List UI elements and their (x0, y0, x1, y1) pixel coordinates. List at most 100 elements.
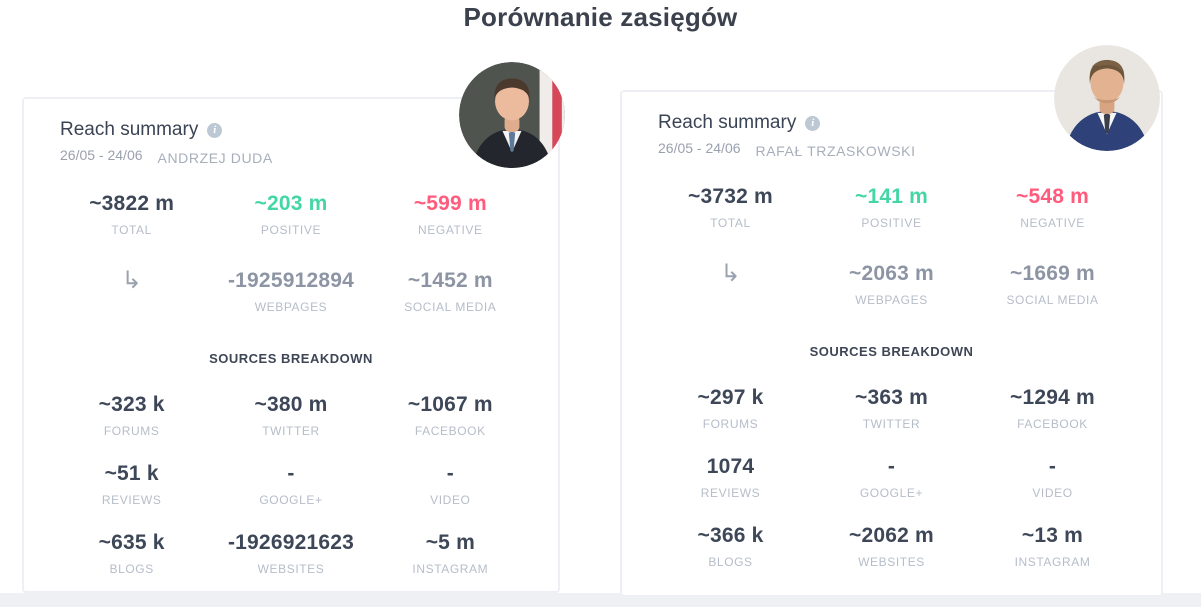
stat-value: ~297 k (697, 386, 764, 409)
stat-value: ~1452 m (407, 269, 493, 292)
reach-summary-card-trzaskowski: Reach summary i 26/05 - 24/06 RAFAŁ TRZA… (620, 90, 1163, 597)
stat-label: NEGATIVE (1020, 216, 1085, 230)
stat-label: WEBSITES (257, 562, 325, 576)
stat-video: - VIDEO (371, 461, 530, 508)
portrait-trzaskowski-illustration (1054, 45, 1160, 151)
stat-social-media: ~1452 m SOCIAL MEDIA (371, 268, 530, 315)
stat-instagram: ~5 m INSTAGRAM (371, 530, 530, 577)
stat-value: ~203 m (254, 192, 328, 215)
stat-value: ~51 k (104, 462, 159, 485)
stat-reviews: ~51 k REVIEWS (52, 461, 211, 508)
stat-webpages: -1925912894 WEBPAGES (211, 268, 370, 315)
stat-value: - (1048, 455, 1057, 478)
stat-label: TOTAL (111, 223, 152, 237)
stat-value: ~3822 m (89, 192, 175, 215)
stat-google-plus: - GOOGLE+ (211, 461, 370, 508)
stat-value: - (287, 462, 295, 485)
stat-value: 1074 (706, 455, 755, 478)
stat-total: ~3822 m TOTAL (52, 191, 211, 238)
stat-label: INSTAGRAM (412, 562, 489, 576)
stat-websites: ~2062 m WEBSITES (811, 523, 972, 570)
stat-label: FACEBOOK (1017, 417, 1088, 431)
stat-label: GOOGLE+ (859, 486, 924, 500)
stat-value: -1926921623 (227, 531, 354, 554)
date-range: 26/05 - 24/06 (658, 140, 741, 156)
stat-facebook: ~1294 m FACEBOOK (972, 385, 1133, 432)
person-name: ANDRZEJ DUDA (157, 150, 273, 166)
page-title: Porównanie zasięgów (463, 2, 738, 32)
stat-value: ~380 m (254, 393, 328, 416)
stat-label: SOCIAL MEDIA (404, 300, 497, 314)
stat-social-media: ~1669 m SOCIAL MEDIA (972, 261, 1133, 308)
stat-label: VIDEO (430, 493, 471, 507)
date-range: 26/05 - 24/06 (60, 147, 143, 163)
stat-label: BLOGS (109, 562, 154, 576)
stat-negative: ~599 m NEGATIVE (371, 191, 530, 238)
stat-label: INSTAGRAM (1014, 555, 1091, 569)
stat-label: TOTAL (710, 216, 751, 230)
stat-label: TWITTER (262, 424, 320, 438)
stat-twitter: ~363 m TWITTER (811, 385, 972, 432)
sources-breakdown-heading: SOURCES BREAKDOWN (209, 351, 373, 366)
stat-video: - VIDEO (972, 454, 1133, 501)
sources-breakdown-grid: ~297 k FORUMS ~363 m TWITTER ~1294 m FAC… (622, 385, 1161, 570)
person-name: RAFAŁ TRZASKOWSKI (755, 143, 916, 159)
stat-value: ~141 m (854, 185, 928, 208)
summary-row-channels: ↳ ~2063 m WEBPAGES ~1669 m SOCIAL MEDIA (622, 261, 1161, 308)
corner-arrow-icon: ↳ (720, 260, 741, 287)
info-icon[interactable]: i (805, 115, 821, 131)
stat-value: - (887, 455, 896, 478)
stat-label: TWITTER (862, 417, 921, 431)
stat-label: REVIEWS (700, 486, 761, 500)
corner-arrow-icon: ↳ (121, 267, 142, 294)
stat-positive: ~141 m POSITIVE (811, 184, 972, 231)
sources-breakdown-heading: SOURCES BREAKDOWN (809, 344, 974, 359)
stat-reviews: 1074 REVIEWS (650, 454, 811, 501)
stat-value: ~366 k (697, 524, 764, 547)
stat-label: BLOGS (708, 555, 753, 569)
stat-value: ~548 m (1015, 185, 1089, 208)
avatar-andrzej-duda (459, 62, 565, 168)
stat-webpages: ~2063 m WEBPAGES (811, 261, 972, 308)
stat-label: FACEBOOK (414, 424, 486, 438)
stat-value: ~1669 m (1010, 262, 1095, 285)
info-icon[interactable]: i (207, 122, 223, 138)
summary-row-sentiment: ~3822 m TOTAL ~203 m POSITIVE ~599 m NEG… (24, 191, 558, 238)
stat-label: VIDEO (1032, 486, 1073, 500)
avatar-rafal-trzaskowski (1054, 45, 1160, 151)
portrait-duda-illustration (459, 62, 565, 168)
stat-label: FORUMS (702, 417, 759, 431)
stat-label: WEBPAGES (855, 293, 928, 307)
stat-twitter: ~380 m TWITTER (211, 392, 370, 439)
stat-positive: ~203 m POSITIVE (211, 191, 370, 238)
stat-blogs: ~635 k BLOGS (52, 530, 211, 577)
stat-value: ~1294 m (1010, 386, 1095, 409)
stat-value: ~2062 m (849, 524, 934, 547)
stat-label: NEGATIVE (418, 223, 483, 237)
stat-value: ~599 m (413, 192, 487, 215)
stat-label: WEBPAGES (254, 300, 328, 314)
stat-value: ~13 m (1021, 524, 1084, 547)
summary-row-sentiment: ~3732 m TOTAL ~141 m POSITIVE ~548 m NEG… (622, 184, 1161, 231)
stat-label: REVIEWS (101, 493, 162, 507)
stat-google-plus: - GOOGLE+ (811, 454, 972, 501)
reach-summary-card-duda: Reach summary i 26/05 - 24/06 ANDRZEJ DU… (22, 97, 560, 593)
card-header: Reach summary i 26/05 - 24/06 RAFAŁ TRZA… (622, 92, 1161, 159)
reach-summary-heading: Reach summary (60, 119, 199, 140)
stat-label: GOOGLE+ (259, 493, 323, 507)
stat-value: -1925912894 (227, 269, 354, 292)
breakdown-arrow-cell: ↳ (52, 268, 211, 315)
card-header: Reach summary i 26/05 - 24/06 ANDRZEJ DU… (24, 99, 558, 166)
stat-value: ~5 m (425, 531, 475, 554)
stat-label: SOCIAL MEDIA (1006, 293, 1099, 307)
stat-blogs: ~366 k BLOGS (650, 523, 811, 570)
stat-label: FORUMS (103, 424, 160, 438)
stat-value: ~3732 m (688, 185, 773, 208)
breakdown-arrow-cell: ↳ (650, 261, 811, 308)
stat-value: ~363 m (854, 386, 928, 409)
stat-instagram: ~13 m INSTAGRAM (972, 523, 1133, 570)
stat-value: ~2063 m (849, 262, 934, 285)
stat-websites: -1926921623 WEBSITES (211, 530, 370, 577)
summary-row-channels: ↳ -1925912894 WEBPAGES ~1452 m SOCIAL ME… (24, 268, 558, 315)
sources-breakdown-grid: ~323 k FORUMS ~380 m TWITTER ~1067 m FAC… (24, 392, 558, 577)
